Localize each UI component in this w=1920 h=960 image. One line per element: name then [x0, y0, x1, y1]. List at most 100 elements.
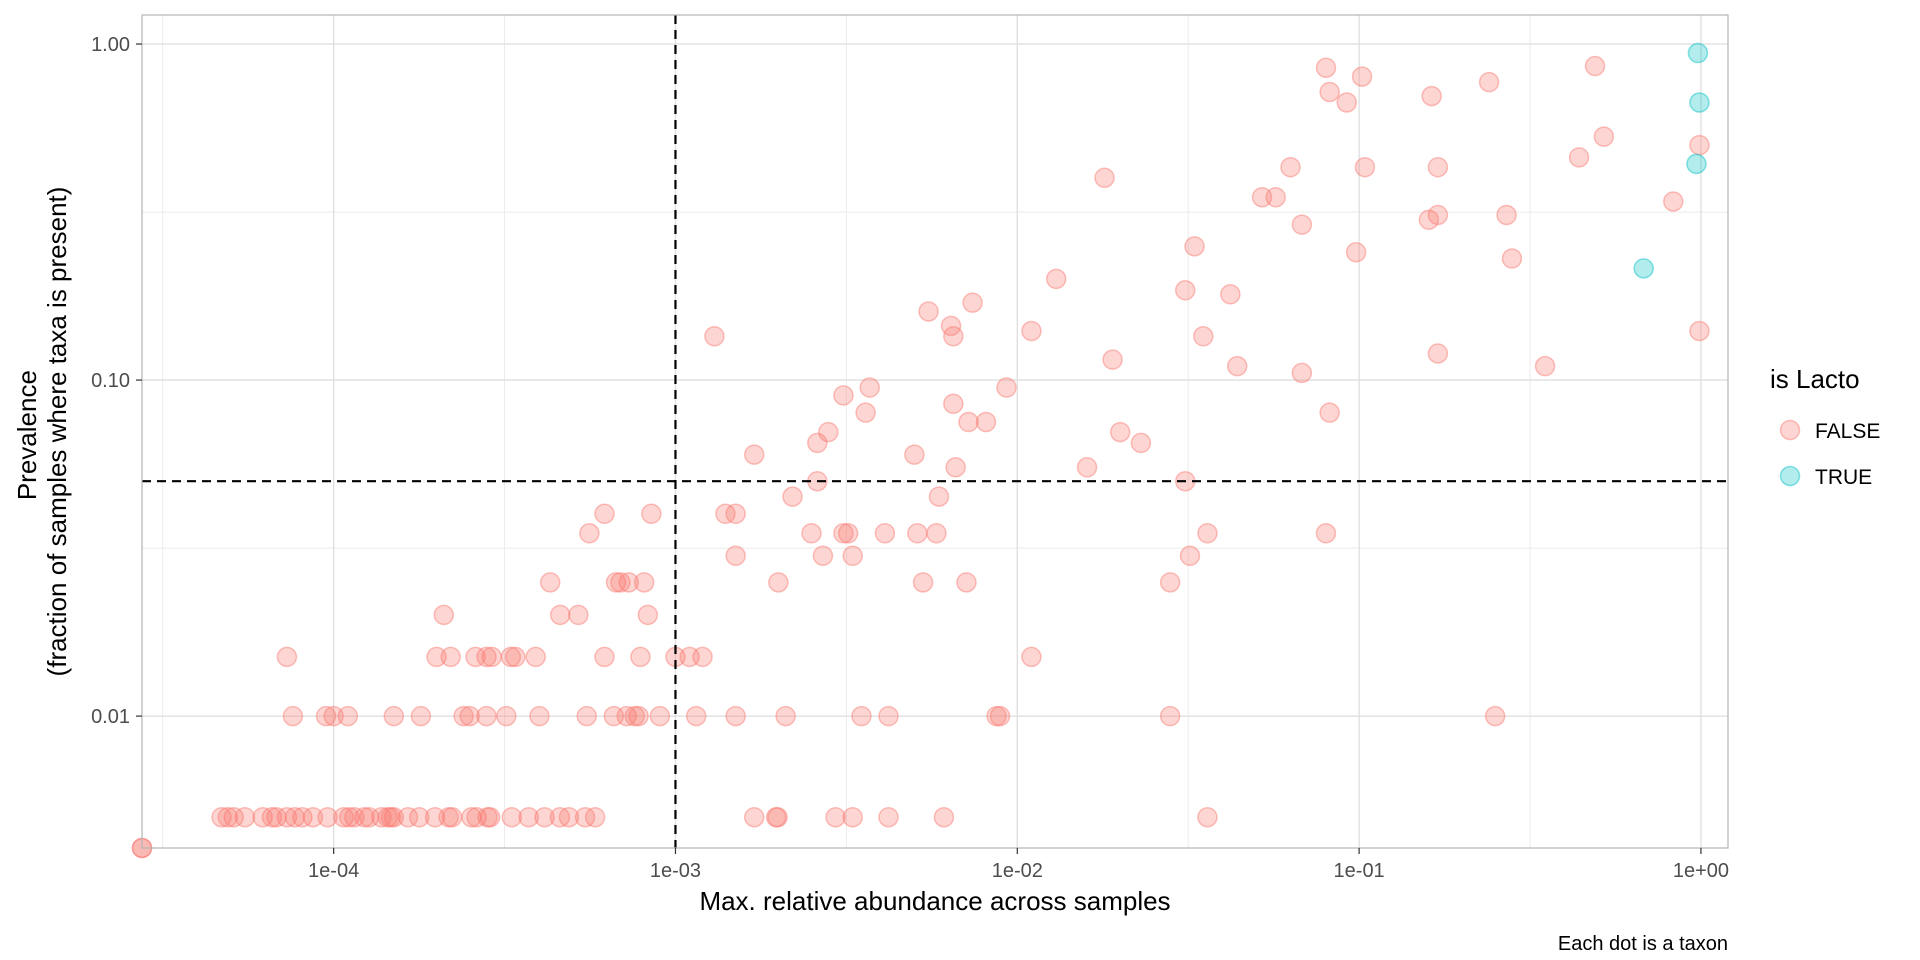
point-false [605, 572, 627, 593]
point-false [529, 705, 550, 727]
point-false [907, 523, 928, 544]
point-false [704, 326, 725, 347]
legend-key-false [1779, 419, 1801, 441]
point-false [989, 705, 1011, 727]
point-false [479, 806, 501, 828]
x-tick-label: 1e-04 [308, 860, 359, 882]
point-false [1345, 242, 1367, 263]
point-false [549, 604, 571, 626]
y-axis-title-line-2: (fraction of samples where taxa is prese… [42, 187, 72, 677]
point-false [1427, 343, 1449, 364]
point-false [825, 806, 846, 828]
point-false [574, 806, 596, 828]
point-false [410, 705, 432, 727]
point-false [476, 646, 497, 668]
point-false [558, 806, 580, 828]
point-false [459, 705, 480, 727]
point-false [1265, 186, 1286, 208]
point-false [833, 523, 854, 544]
point-false [266, 806, 287, 828]
point-false [859, 377, 880, 398]
point-false [234, 806, 256, 828]
x-tick-label: 1e+00 [1673, 860, 1729, 882]
y-axis-title: Prevalence (fraction of samples where ta… [12, 187, 72, 677]
legend: is Lacto FALSE TRUE [1770, 364, 1880, 489]
point-false [1102, 349, 1123, 370]
point-false [1291, 214, 1313, 235]
point-false [284, 806, 306, 828]
point-false [837, 523, 859, 544]
point-false [594, 503, 615, 525]
point-false [383, 705, 405, 727]
point-true [1687, 42, 1709, 64]
point-false [725, 705, 746, 727]
point-false [549, 806, 571, 828]
point-false [323, 705, 344, 727]
point-false [1421, 85, 1442, 107]
point-false [628, 705, 649, 727]
point-false [945, 457, 966, 478]
point-false [1109, 421, 1131, 443]
point-false [1076, 457, 1098, 478]
point-false [476, 705, 497, 727]
point-false [616, 705, 637, 727]
point-false [505, 646, 526, 668]
point-false [276, 806, 298, 828]
point-false [594, 646, 615, 668]
point-false [618, 572, 640, 593]
point-false [928, 486, 950, 507]
point-false [743, 806, 765, 828]
point-false [878, 806, 899, 828]
point-false [1593, 126, 1615, 147]
point-false [1159, 705, 1181, 727]
point-false [1021, 646, 1042, 668]
point-false [851, 705, 872, 727]
point-false [1534, 355, 1556, 377]
legend-label-false: FALSE [1815, 420, 1880, 443]
point-false [958, 411, 979, 433]
point-false [344, 806, 365, 828]
point-false [685, 705, 707, 727]
point-false [943, 326, 964, 347]
point-false [424, 806, 446, 828]
point-false [975, 411, 997, 433]
chart-caption: Each dot is a taxon [1558, 933, 1728, 955]
point-false [354, 806, 375, 828]
reference-lines [142, 15, 1728, 848]
data-points [131, 42, 1710, 859]
point-false [576, 705, 597, 727]
point-false [501, 806, 523, 828]
point-false [933, 806, 955, 828]
point-false [1130, 432, 1152, 454]
point-false [1193, 326, 1214, 347]
point-false [962, 292, 983, 313]
point-false [1418, 209, 1440, 230]
point-false [461, 806, 482, 828]
point-false [276, 646, 298, 668]
point-false [539, 572, 561, 593]
point-false [649, 705, 671, 727]
legend-title: is Lacto [1770, 364, 1860, 394]
point-false [641, 503, 662, 525]
point-false [940, 315, 962, 337]
point-false [1184, 236, 1205, 257]
legend-label-true: TRUE [1815, 466, 1872, 489]
point-false [317, 806, 338, 828]
point-false [1584, 55, 1606, 77]
point-false [477, 806, 498, 828]
point-false [441, 806, 463, 828]
point-false [842, 806, 863, 828]
point-false [292, 806, 313, 828]
point-false [996, 377, 1017, 398]
point-false [1315, 523, 1337, 544]
point-false [833, 385, 854, 406]
point-false [1478, 71, 1500, 93]
point-false [743, 444, 765, 465]
point-false [1689, 134, 1710, 156]
point-false [1045, 268, 1067, 290]
point-false [358, 806, 380, 828]
point-false [818, 421, 839, 443]
point-false [1291, 362, 1313, 384]
x-tick-label: 1e-03 [650, 860, 701, 882]
point-false [1351, 66, 1373, 87]
